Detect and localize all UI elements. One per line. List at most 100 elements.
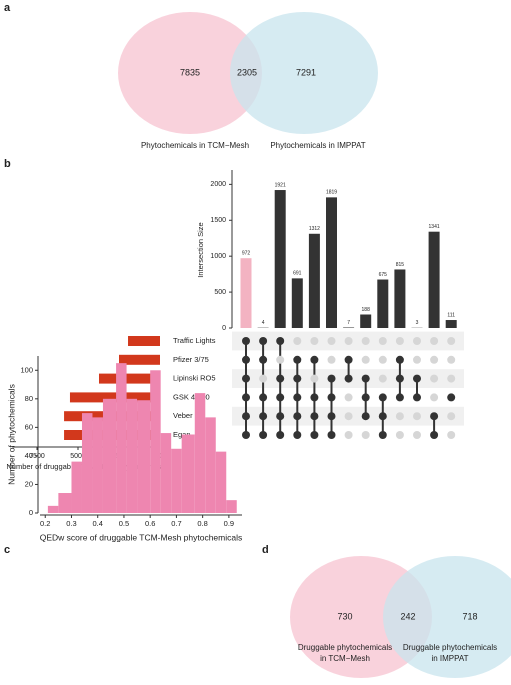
bar — [428, 231, 440, 328]
matrix-dot — [395, 412, 404, 421]
histogram-bar — [47, 505, 59, 513]
matrix-dot — [361, 412, 370, 421]
venn-label: Phytochemicals in TCM−Mesh — [141, 141, 249, 150]
bar — [377, 279, 389, 328]
matrix-dot — [378, 337, 387, 345]
set-label: Pfizer 3/75 — [173, 355, 209, 364]
venn-label: Druggable phytochemicals — [298, 643, 392, 652]
matrix-dot — [242, 412, 250, 421]
matrix-dot — [327, 393, 336, 402]
panel-label: a — [4, 2, 11, 14]
y-tick-label: 60 — [25, 422, 33, 431]
histogram-bar — [194, 393, 206, 513]
histogram-bar — [205, 417, 216, 513]
matrix-dot — [447, 412, 456, 421]
matrix-dot — [259, 374, 268, 383]
matrix-dot — [293, 337, 302, 345]
venn-count: 718 — [462, 611, 477, 621]
matrix-dot — [413, 412, 421, 421]
matrix-dot — [293, 393, 302, 402]
venn-count: 242 — [400, 611, 415, 621]
histogram-bar — [137, 400, 151, 513]
matrix-dot — [276, 374, 285, 383]
matrix-dot — [242, 337, 250, 345]
matrix-dot — [430, 374, 439, 383]
set-size-bar — [69, 392, 160, 403]
x-tick-label: 0.2 — [40, 519, 50, 528]
set-label: GSK 4/400 — [173, 392, 210, 401]
matrix-dot — [344, 374, 353, 383]
matrix-dot — [293, 374, 302, 383]
x-tick-label: 0.7 — [171, 519, 181, 528]
matrix-dot — [413, 337, 421, 345]
venn-label: in IMPPAT — [431, 654, 468, 663]
matrix-dot — [276, 337, 285, 345]
matrix-dot — [293, 431, 302, 439]
matrix-dot — [361, 374, 370, 383]
histogram-bar — [126, 398, 138, 513]
venn-set — [230, 12, 378, 134]
histogram-bar — [71, 461, 82, 513]
x-tick-label: 0.9 — [224, 519, 234, 528]
matrix-dot — [310, 374, 319, 383]
bar — [308, 233, 320, 328]
histogram-bar — [92, 417, 103, 513]
histogram-bar — [150, 370, 161, 513]
x-tick-label: 0.5 — [119, 519, 129, 528]
matrix-dot — [447, 337, 456, 345]
matrix-dot — [242, 374, 250, 383]
matrix-dot — [327, 431, 336, 439]
matrix-dot — [327, 412, 336, 421]
matrix-dot — [378, 355, 387, 364]
venn-count: 2305 — [237, 67, 257, 77]
bar-value-label: 675 — [379, 272, 388, 278]
matrix-dot — [310, 412, 319, 421]
venn-label: Druggable phytochemicals — [403, 643, 497, 652]
matrix-dot — [447, 355, 456, 364]
x-tick-label: 0.8 — [197, 519, 207, 528]
bar — [394, 269, 406, 328]
matrix-dot — [413, 393, 421, 402]
bar — [274, 190, 286, 328]
matrix-dot — [395, 393, 404, 402]
matrix-dot — [413, 355, 421, 364]
matrix-dot — [259, 431, 268, 439]
matrix-dot — [242, 355, 250, 364]
venn-label: Phytochemicals in IMPPAT — [270, 141, 365, 150]
venn-set — [383, 556, 511, 678]
matrix-dot — [327, 374, 336, 383]
bar-value-label: 1921 — [275, 182, 286, 188]
venn-label: in TCM−Mesh — [320, 654, 370, 663]
matrix-dot — [344, 355, 353, 364]
venn-set — [118, 12, 262, 134]
histogram-bar — [58, 493, 72, 513]
y-tick-label: 2000 — [210, 181, 226, 188]
matrix-dot — [276, 355, 285, 364]
matrix-dot — [259, 337, 268, 345]
bar-value-label: 7 — [347, 320, 350, 326]
matrix-dot — [361, 337, 370, 345]
matrix-dot — [430, 393, 439, 402]
set-label: Egan — [173, 430, 191, 439]
bar-value-label: 691 — [293, 271, 302, 277]
bar — [240, 258, 252, 328]
venn-count: 730 — [337, 611, 352, 621]
matrix-dot — [430, 355, 439, 364]
set-size-bar — [128, 336, 160, 346]
matrix-dot — [327, 337, 336, 345]
y-tick-label: 1500 — [210, 217, 226, 224]
matrix-dot — [378, 393, 387, 402]
panel-label: c — [4, 544, 10, 556]
histogram-bar — [171, 448, 182, 513]
y-tick-label: 80 — [25, 394, 33, 403]
x-tick-label: 0.6 — [145, 519, 155, 528]
bar-value-label: 188 — [362, 307, 371, 313]
y-tick-label: 20 — [25, 479, 33, 488]
matrix-dot — [447, 393, 456, 402]
matrix-dot — [293, 355, 302, 364]
x-tick-label: 0.4 — [92, 519, 102, 528]
matrix-dot — [430, 412, 439, 421]
x-axis-label: QEDw score of druggable TCM-Mesh phytoch… — [40, 532, 243, 542]
